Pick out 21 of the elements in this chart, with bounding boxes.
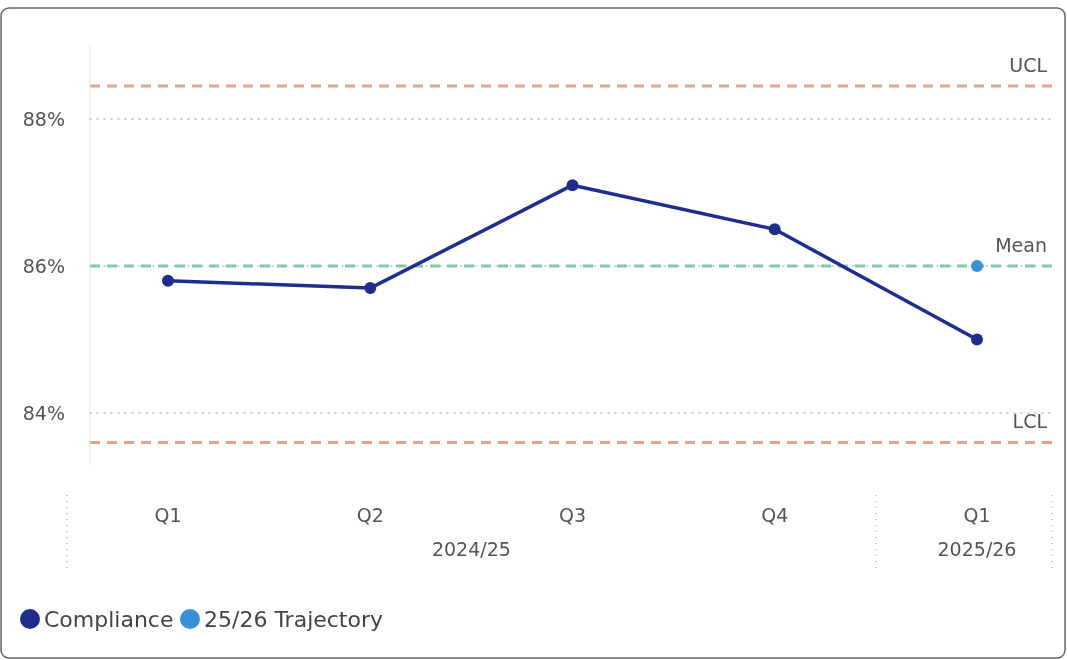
y-tick-label: 86% bbox=[22, 254, 65, 277]
text: 2024/25 bbox=[431, 538, 511, 560]
legend-label: Compliance bbox=[44, 606, 174, 632]
x-tick-label: Q3 bbox=[558, 504, 587, 526]
ref-line-label: LCL bbox=[1012, 410, 1048, 433]
point bbox=[566, 179, 579, 192]
ref-line-label: Mean bbox=[995, 234, 1047, 257]
x-tick-label: Q1 bbox=[963, 504, 991, 526]
y-tick-label: 88% bbox=[22, 107, 65, 130]
ref-line-label: UCL bbox=[1009, 53, 1048, 76]
x-tick-label: Q2 bbox=[356, 504, 384, 526]
point bbox=[971, 333, 983, 346]
legend-label: 25/26 Trajectory bbox=[204, 606, 384, 632]
text: 2025/26 bbox=[937, 538, 1017, 560]
point bbox=[162, 274, 174, 287]
point bbox=[364, 282, 377, 295]
point bbox=[768, 223, 781, 236]
y-tick-label: 84% bbox=[22, 401, 65, 424]
x-tick-label: Q4 bbox=[761, 504, 789, 526]
x-tick-label: Q1 bbox=[154, 504, 182, 526]
point bbox=[971, 260, 983, 273]
